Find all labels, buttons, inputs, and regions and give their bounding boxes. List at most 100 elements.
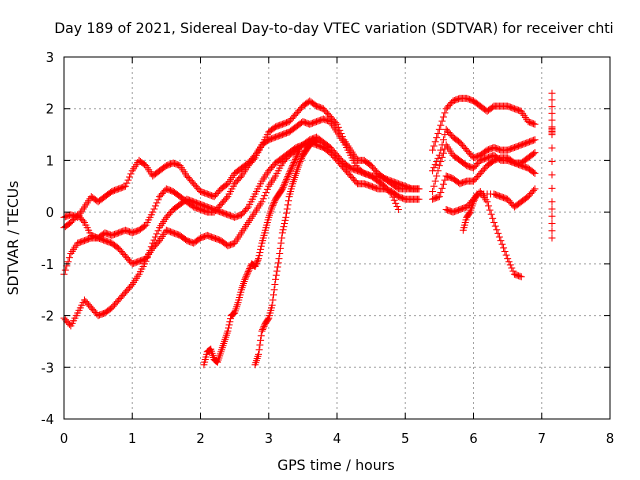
data-point — [313, 138, 321, 146]
data-point — [506, 261, 514, 269]
data-point — [147, 243, 155, 251]
data-point — [548, 89, 556, 97]
data-point — [548, 205, 556, 213]
data-point — [271, 281, 279, 289]
data-point — [437, 157, 445, 165]
data-point — [439, 136, 447, 144]
series-track-1 — [60, 97, 423, 221]
data-point — [255, 252, 263, 260]
data-point — [282, 177, 290, 185]
data-point — [485, 202, 493, 210]
data-point — [213, 358, 221, 366]
data-point — [259, 195, 267, 203]
data-point — [289, 162, 297, 170]
data-point — [470, 196, 478, 204]
data-point — [277, 239, 285, 247]
data-point — [143, 254, 151, 262]
data-point — [530, 186, 538, 194]
series-track-7 — [429, 94, 539, 154]
data-point — [293, 151, 301, 159]
series-track-6 — [251, 136, 321, 369]
data-point — [253, 258, 261, 266]
y-tick-label: -3 — [41, 361, 54, 376]
data-point — [280, 220, 288, 228]
data-point — [295, 146, 303, 154]
y-axis-ticks: -4 -3 -2 -1 0 1 2 3 — [41, 51, 610, 428]
y-tick-label: 3 — [46, 51, 54, 66]
data-point — [256, 248, 264, 256]
data-point — [281, 216, 289, 224]
data-point — [278, 229, 286, 237]
data-point — [493, 226, 501, 234]
data-point — [259, 324, 267, 332]
series-track-12 — [459, 185, 539, 234]
data-point — [286, 168, 294, 176]
data-point — [431, 177, 439, 185]
x-tick-label: 6 — [469, 432, 477, 447]
data-point — [242, 274, 250, 282]
data-point — [269, 296, 277, 304]
data-point — [548, 116, 556, 124]
series-track-8 — [429, 125, 539, 175]
data-point — [297, 156, 305, 164]
data-point — [393, 202, 401, 210]
data-point — [548, 144, 556, 152]
data-point — [415, 195, 423, 203]
data-point — [272, 275, 280, 283]
data-point — [258, 327, 266, 335]
data-point — [531, 185, 539, 193]
data-point — [548, 171, 556, 179]
data-point — [430, 182, 438, 190]
data-point — [280, 182, 288, 190]
data-point — [255, 346, 263, 354]
data-point — [276, 250, 284, 258]
data-point — [530, 168, 538, 176]
data-point — [243, 205, 251, 213]
data-point — [491, 222, 499, 230]
data-point — [486, 206, 494, 214]
data-point — [150, 236, 158, 244]
data-point — [245, 266, 253, 274]
data-point — [254, 256, 262, 264]
data-point — [256, 341, 264, 349]
data-point — [494, 229, 502, 237]
data-point — [61, 266, 69, 274]
data-point — [153, 230, 161, 238]
data-point — [434, 130, 442, 138]
data-point — [282, 176, 290, 184]
data-point — [280, 180, 288, 188]
data-point — [392, 199, 400, 207]
data-point — [273, 267, 281, 275]
data-point — [285, 171, 293, 179]
data-point — [127, 282, 135, 290]
data-point — [280, 223, 288, 231]
data-point — [279, 183, 287, 191]
data-point — [284, 172, 292, 180]
data-point — [439, 113, 447, 121]
data-point — [548, 157, 556, 165]
data-point — [498, 240, 506, 248]
data-point — [434, 167, 442, 175]
data-point — [270, 291, 278, 299]
data-point — [394, 206, 402, 214]
data-point — [268, 203, 276, 211]
data-point — [295, 159, 303, 167]
data-point — [151, 202, 159, 210]
data-point — [224, 324, 232, 332]
data-point — [79, 217, 87, 225]
series-track-2 — [60, 115, 423, 242]
data-point — [441, 176, 449, 184]
data-point — [145, 250, 153, 258]
data-point — [312, 138, 320, 146]
data-point — [259, 326, 267, 334]
data-point — [287, 165, 295, 173]
data-point — [434, 193, 442, 201]
data-point — [435, 162, 443, 170]
data-point — [262, 188, 270, 196]
y-tick-label: 0 — [46, 206, 54, 221]
data-point — [121, 182, 129, 190]
data-point — [252, 259, 260, 267]
data-point — [279, 226, 287, 234]
series-track-4 — [60, 133, 402, 330]
series-track-5 — [200, 146, 303, 369]
